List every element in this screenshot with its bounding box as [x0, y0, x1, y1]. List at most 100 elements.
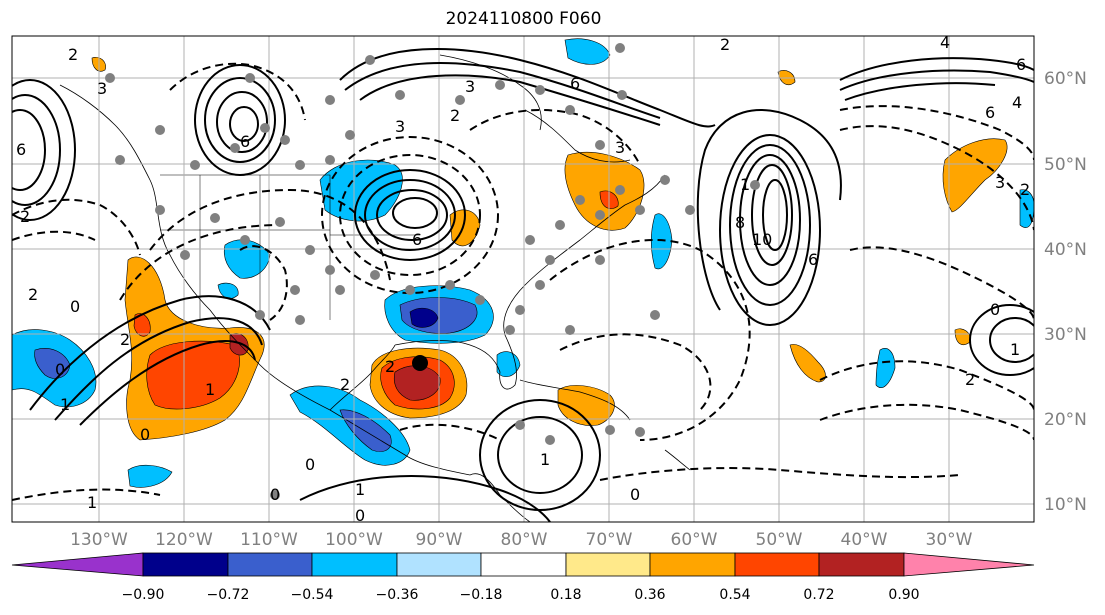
longitude-labels: 130°W 120°W 110°W 100°W 90°W 80°W 70°W 6… [70, 530, 973, 550]
contour-label: 4 [940, 33, 950, 52]
colorbar-segment [565, 552, 651, 577]
contour-label: 4 [1012, 93, 1022, 112]
colorbar-extend-high [903, 552, 1035, 577]
warm-anomaly-core [146, 340, 240, 410]
colorbar-ticks: −0.90 −0.72 −0.54 −0.36 −0.18 0.18 0.36 … [122, 587, 920, 603]
lon-label: 130°W [70, 530, 128, 550]
lon-label: 50°W [756, 530, 803, 550]
colorbar-segment [734, 552, 820, 577]
lat-label: 40°N [1044, 240, 1087, 260]
colorbar-segment [396, 552, 482, 577]
lon-label: 60°W [671, 530, 718, 550]
contour-label: 2 [720, 35, 730, 54]
plot-title: 2024110800 F060 [445, 9, 602, 29]
shaded-field [12, 38, 1034, 488]
warm-anomaly-region [789, 344, 826, 383]
contour-label: 3 [615, 138, 625, 157]
contour-label: 6 [985, 103, 995, 122]
contour-label: 0 [630, 485, 640, 504]
warm-anomaly-region [557, 385, 615, 426]
contour-label: 2 [450, 106, 460, 125]
contour-label: 3 [995, 173, 1005, 192]
contour-label: 1 [60, 395, 70, 414]
contour-label: 2 [965, 370, 975, 389]
contour-labels: 2 3 6 2 6 3 2 3 6 2 4 6 6 4 6 3 1 8 10 6… [16, 33, 1030, 522]
colorbar-tick-label: −0.54 [291, 587, 334, 603]
cold-anomaly-core [339, 409, 392, 452]
contour-label: 1 [540, 450, 550, 469]
colorbar-segment [480, 552, 567, 577]
solid-contours [12, 48, 1034, 522]
cold-anomaly-core [409, 307, 439, 328]
contour-label: 2 [20, 207, 30, 226]
contour-label: 6 [240, 132, 250, 151]
storm-center-marker [412, 355, 428, 371]
colorbar-tick-label: 0.36 [634, 587, 665, 603]
lat-label: 30°N [1044, 325, 1087, 345]
lat-label: 10°N [1044, 495, 1087, 515]
colorbar-extend-low [11, 552, 144, 577]
contour-label: 0 [55, 360, 65, 379]
colorbar-tick-label: −0.90 [122, 587, 165, 603]
contour-label: 1 [205, 380, 215, 399]
contour-label: 2 [68, 45, 78, 64]
lat-label: 20°N [1044, 410, 1087, 430]
colorbar-tick-label: −0.18 [460, 587, 503, 603]
cold-anomaly-region [496, 351, 521, 378]
contour-label: 1 [87, 493, 97, 512]
contour-label: 2 [28, 285, 38, 304]
map-frame [11, 35, 1035, 523]
station-markers [105, 43, 760, 500]
lat-label: 60°N [1044, 69, 1087, 89]
cold-anomaly-core [34, 348, 71, 379]
map-area: 2 3 6 2 6 3 2 3 6 2 4 6 6 4 6 3 1 8 10 6… [12, 33, 1034, 522]
colorbar [11, 552, 1035, 577]
lon-label: 80°W [501, 530, 548, 550]
cold-anomaly-region [564, 38, 611, 65]
lon-label: 70°W [586, 530, 633, 550]
colorbar-segment [311, 552, 398, 577]
contour-label: 0 [990, 300, 1000, 319]
lon-label: 30°W [926, 530, 973, 550]
cold-anomaly-region [217, 282, 239, 299]
contour-label: 3 [465, 77, 475, 96]
contour-label: 3 [395, 117, 405, 136]
contour-label: 1 [1010, 340, 1020, 359]
contour-label: 2 [385, 357, 395, 376]
dashed-contours [12, 62, 1034, 501]
cold-anomaly-region [650, 213, 673, 270]
contour-label: 10 [752, 230, 772, 249]
gridlines [12, 36, 1034, 522]
lon-label: 90°W [416, 530, 463, 550]
contour-label: 0 [305, 455, 315, 474]
contour-label: 3 [97, 79, 107, 98]
warm-anomaly-region [942, 138, 1008, 213]
colorbar-tick-label: −0.36 [376, 587, 419, 603]
colorbar-tick-label: 0.18 [550, 587, 581, 603]
colorbar-segment [818, 552, 905, 577]
contour-label: 8 [735, 213, 745, 232]
latitude-labels: 60°N 50°N 40°N 30°N 20°N 10°N [1044, 69, 1087, 515]
contour-label: 2 [1020, 180, 1030, 199]
colorbar-tick-label: 0.54 [719, 587, 750, 603]
contour-label: 6 [412, 230, 422, 249]
contour-label: 1 [740, 175, 750, 194]
contour-label: 2 [120, 330, 130, 349]
colorbar-tick-label: 0.90 [888, 587, 919, 603]
cold-anomaly-region [127, 464, 173, 488]
contour-label: 0 [70, 297, 80, 316]
contour-label: 1 [355, 480, 365, 499]
colorbar-tick-label: 0.72 [803, 587, 834, 603]
contour-label: 6 [808, 250, 818, 269]
contour-label: 0 [270, 485, 280, 504]
contour-label: 6 [1016, 55, 1026, 74]
contour-label: 6 [16, 140, 26, 159]
contour-label: 0 [140, 425, 150, 444]
colorbar-segment [142, 552, 229, 577]
lon-label: 40°W [841, 530, 888, 550]
colorbar-tick-label: −0.72 [207, 587, 250, 603]
lon-label: 120°W [155, 530, 213, 550]
contour-label: 6 [570, 74, 580, 93]
lat-label: 50°N [1044, 155, 1087, 175]
